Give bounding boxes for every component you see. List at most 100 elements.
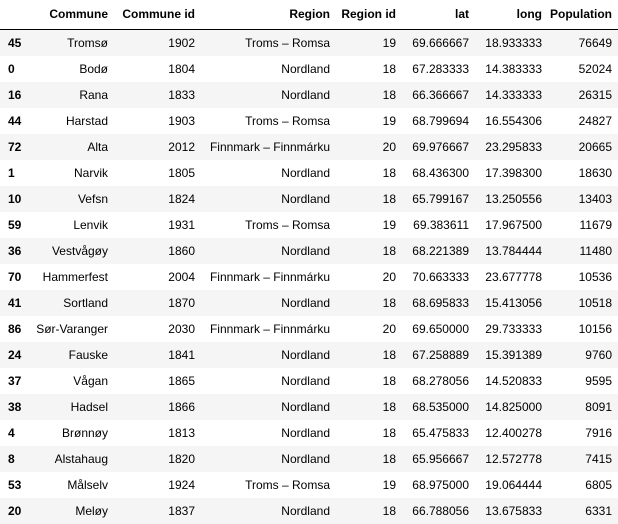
cell-long: 16.554306 xyxy=(475,108,548,134)
cell-long: 17.967500 xyxy=(475,212,548,238)
cell-commune: Vestvågøy xyxy=(36,238,114,264)
cell-commune-id: 1805 xyxy=(114,160,201,186)
cell-commune: Meløy xyxy=(36,498,114,524)
row-index: 44 xyxy=(0,108,36,134)
cell-population: 7916 xyxy=(548,420,618,446)
cell-population: 13403 xyxy=(548,186,618,212)
cell-region: Finnmark – Finnmárku xyxy=(201,134,336,160)
cell-region-id: 18 xyxy=(336,394,402,420)
cell-lat: 68.221389 xyxy=(402,238,475,264)
cell-region-id: 20 xyxy=(336,134,402,160)
row-index: 53 xyxy=(0,472,36,498)
cell-commune: Harstad xyxy=(36,108,114,134)
cell-region: Nordland xyxy=(201,420,336,446)
column-header-region-id: Region id xyxy=(336,0,402,30)
cell-long: 13.250556 xyxy=(475,186,548,212)
cell-region: Finnmark – Finnmárku xyxy=(201,316,336,342)
cell-region-id: 18 xyxy=(336,342,402,368)
cell-long: 12.400278 xyxy=(475,420,548,446)
cell-long: 15.413056 xyxy=(475,290,548,316)
row-index: 41 xyxy=(0,290,36,316)
cell-region: Nordland xyxy=(201,498,336,524)
row-index: 86 xyxy=(0,316,36,342)
cell-commune-id: 1866 xyxy=(114,394,201,420)
cell-region: Nordland xyxy=(201,56,336,82)
cell-commune: Tromsø xyxy=(36,30,114,57)
cell-lat: 68.436300 xyxy=(402,160,475,186)
cell-lat: 66.788056 xyxy=(402,498,475,524)
cell-commune: Målselv xyxy=(36,472,114,498)
cell-region-id: 18 xyxy=(336,186,402,212)
cell-lat: 70.663333 xyxy=(402,264,475,290)
row-index: 36 xyxy=(0,238,36,264)
cell-lat: 69.666667 xyxy=(402,30,475,57)
header-row: Commune Commune id Region Region id lat … xyxy=(0,0,618,30)
cell-region: Troms – Romsa xyxy=(201,30,336,57)
row-index: 24 xyxy=(0,342,36,368)
row-index: 45 xyxy=(0,30,36,57)
cell-population: 24827 xyxy=(548,108,618,134)
cell-commune-id: 1813 xyxy=(114,420,201,446)
row-index: 37 xyxy=(0,368,36,394)
cell-region-id: 18 xyxy=(336,56,402,82)
cell-long: 23.677778 xyxy=(475,264,548,290)
cell-lat: 67.283333 xyxy=(402,56,475,82)
cell-region: Nordland xyxy=(201,394,336,420)
row-index: 10 xyxy=(0,186,36,212)
cell-long: 12.572778 xyxy=(475,446,548,472)
cell-region-id: 19 xyxy=(336,212,402,238)
cell-region: Nordland xyxy=(201,186,336,212)
cell-population: 52024 xyxy=(548,56,618,82)
column-header-region: Region xyxy=(201,0,336,30)
cell-population: 20665 xyxy=(548,134,618,160)
cell-commune: Lenvik xyxy=(36,212,114,238)
cell-region-id: 18 xyxy=(336,368,402,394)
cell-commune-id: 1820 xyxy=(114,446,201,472)
cell-commune: Alstahaug xyxy=(36,446,114,472)
cell-lat: 68.975000 xyxy=(402,472,475,498)
cell-population: 18630 xyxy=(548,160,618,186)
cell-population: 8091 xyxy=(548,394,618,420)
cell-commune: Rana xyxy=(36,82,114,108)
row-index: 38 xyxy=(0,394,36,420)
row-index: 4 xyxy=(0,420,36,446)
cell-lat: 69.650000 xyxy=(402,316,475,342)
cell-commune-id: 1837 xyxy=(114,498,201,524)
cell-commune: Vågan xyxy=(36,368,114,394)
cell-commune: Hammerfest xyxy=(36,264,114,290)
column-header-commune-id: Commune id xyxy=(114,0,201,30)
cell-lat: 68.799694 xyxy=(402,108,475,134)
row-index: 16 xyxy=(0,82,36,108)
column-header-population: Population xyxy=(548,0,618,30)
cell-commune-id: 1824 xyxy=(114,186,201,212)
cell-commune: Hadsel xyxy=(36,394,114,420)
cell-region: Finnmark – Finnmárku xyxy=(201,264,336,290)
cell-region-id: 20 xyxy=(336,264,402,290)
cell-long: 19.064444 xyxy=(475,472,548,498)
cell-population: 76649 xyxy=(548,30,618,57)
cell-population: 7415 xyxy=(548,446,618,472)
cell-population: 9595 xyxy=(548,368,618,394)
cell-region: Nordland xyxy=(201,446,336,472)
cell-long: 13.675833 xyxy=(475,498,548,524)
row-index: 0 xyxy=(0,56,36,82)
cell-commune: Vefsn xyxy=(36,186,114,212)
cell-commune: Narvik xyxy=(36,160,114,186)
cell-region-id: 18 xyxy=(336,160,402,186)
cell-population: 6331 xyxy=(548,498,618,524)
column-header-lat: lat xyxy=(402,0,475,30)
cell-lat: 65.475833 xyxy=(402,420,475,446)
cell-commune: Sortland xyxy=(36,290,114,316)
cell-region: Troms – Romsa xyxy=(201,212,336,238)
